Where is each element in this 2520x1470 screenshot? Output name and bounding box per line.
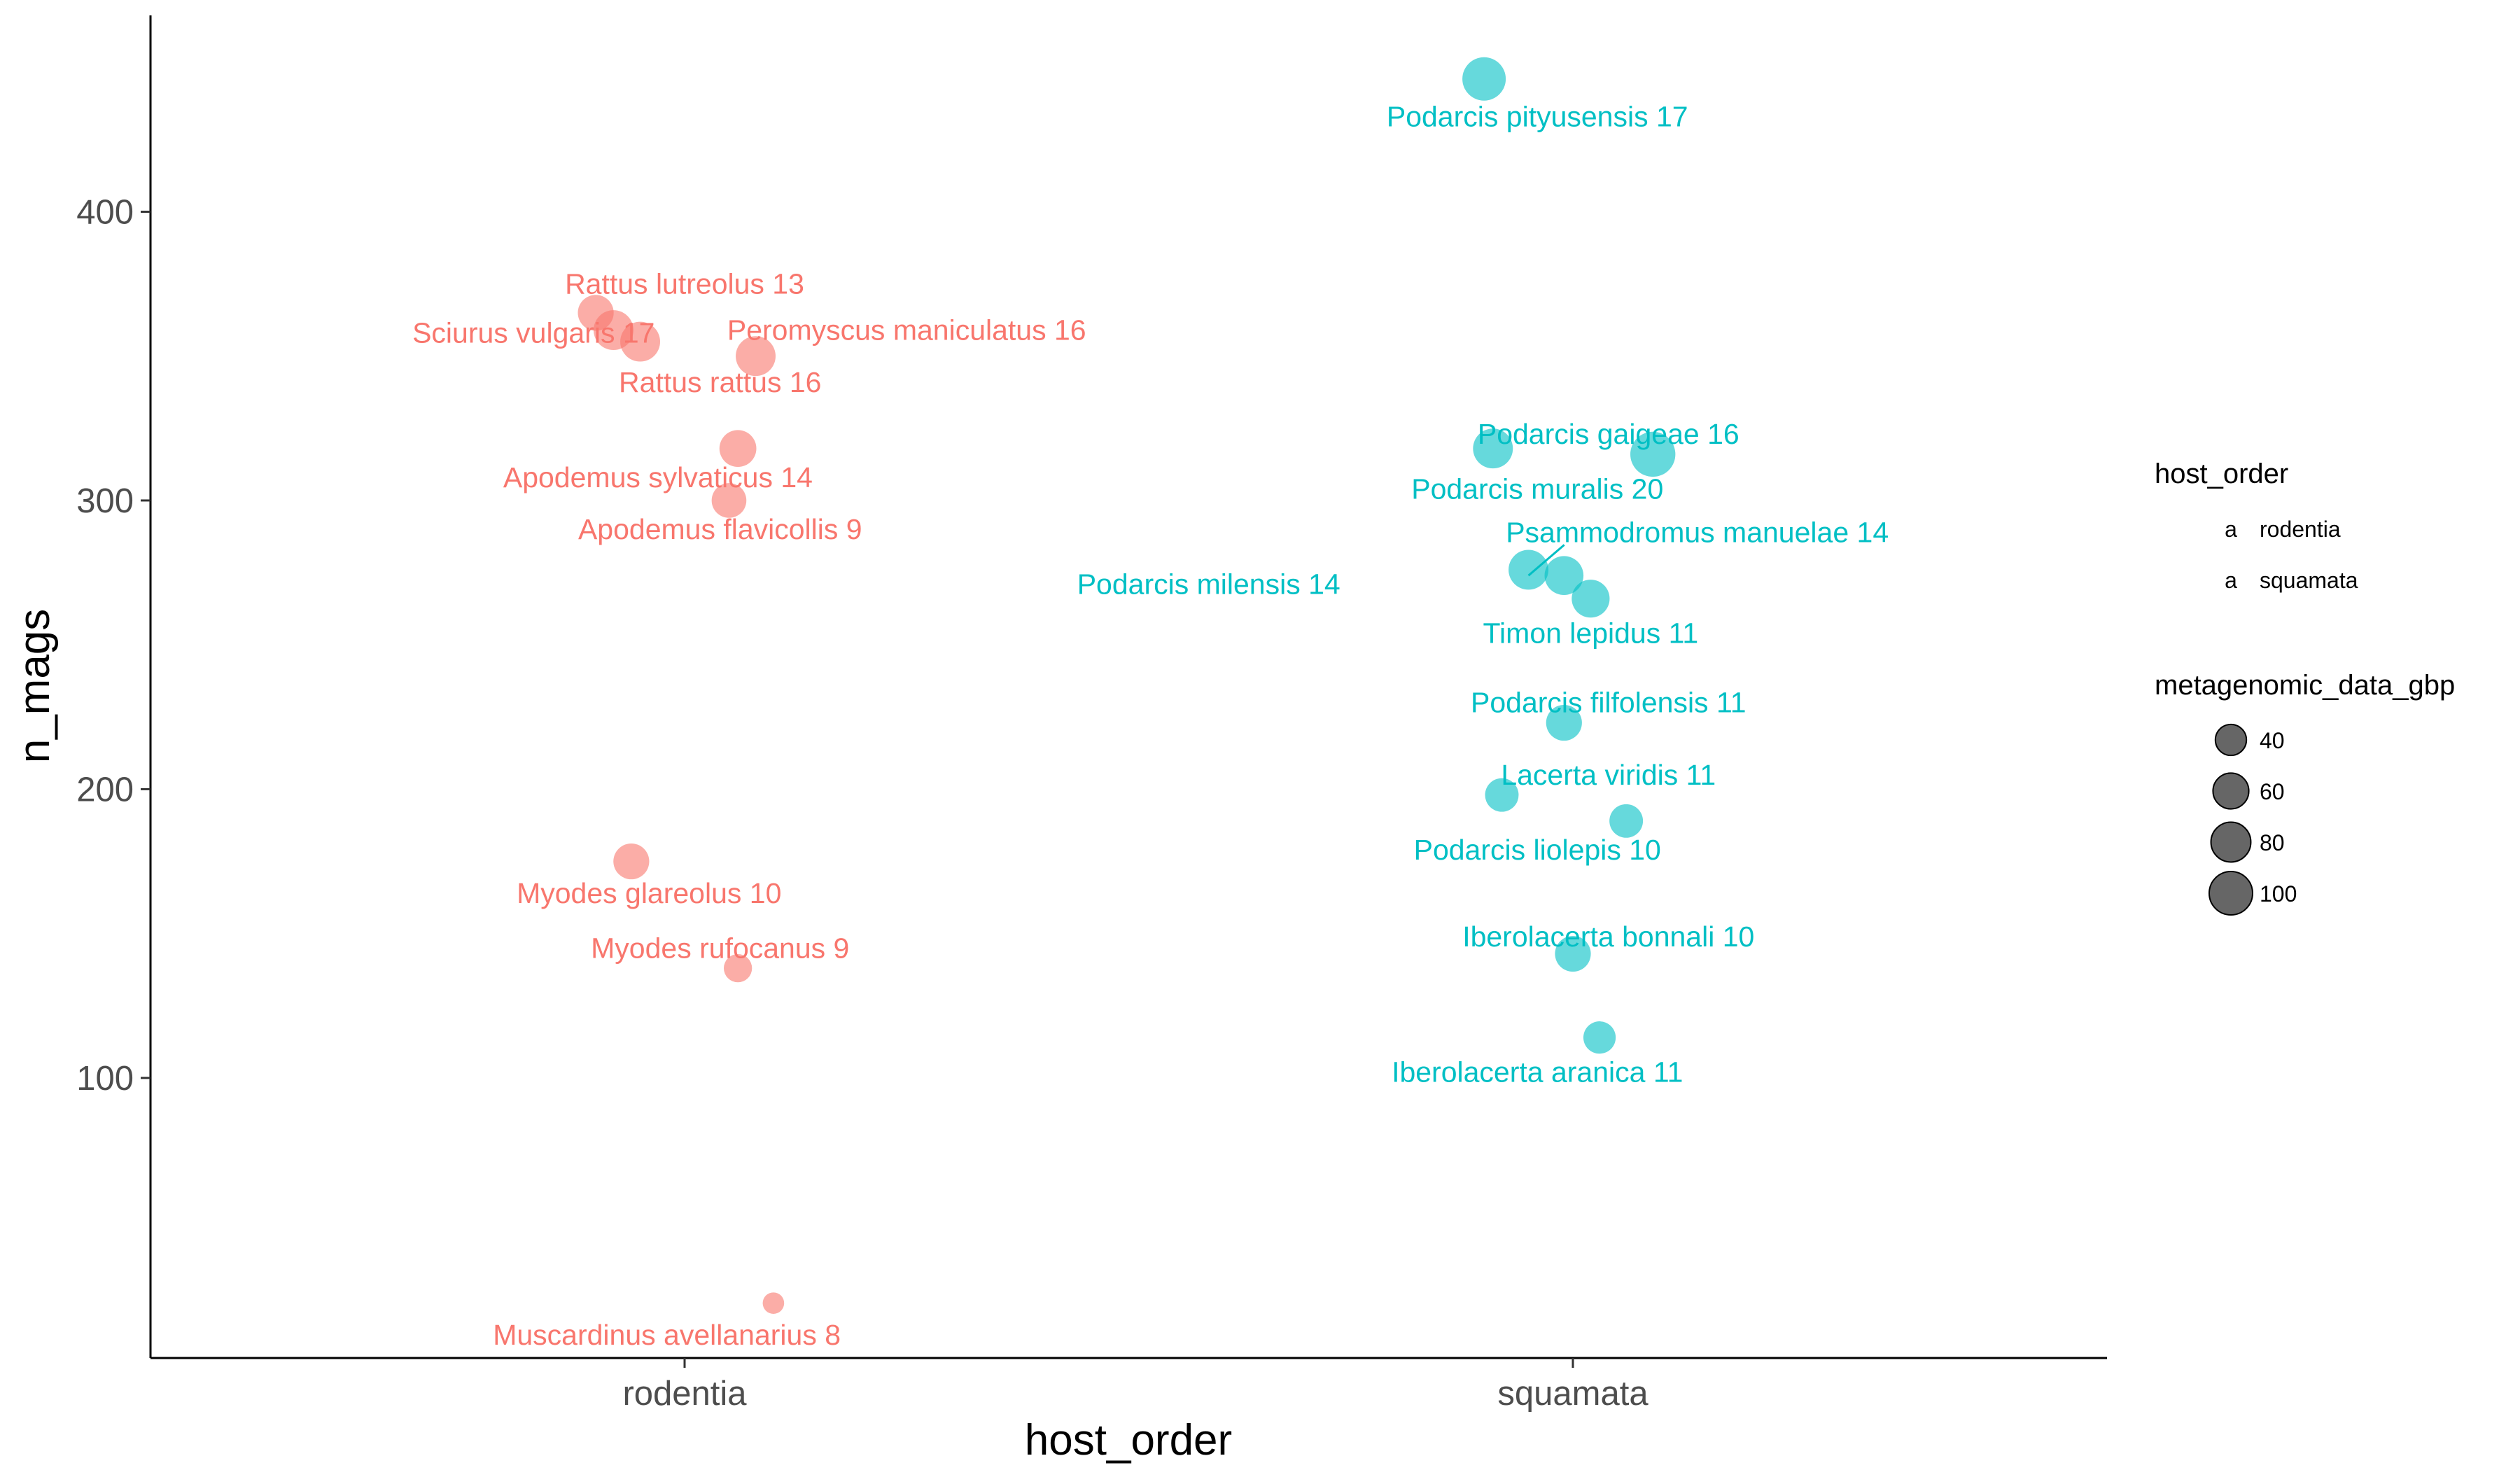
size-legend-key	[2210, 821, 2252, 863]
point-label: Muscardinus avellanarius 8	[493, 1319, 841, 1351]
label-connector	[1527, 544, 1565, 577]
data-point	[1609, 804, 1644, 838]
x-tick-label: rodentia	[622, 1375, 747, 1413]
color-legend-key: a	[2225, 517, 2237, 542]
y-axis-title: n_mags	[10, 609, 59, 764]
size-legend-label: 80	[2260, 830, 2285, 855]
size-legend-label: 100	[2260, 881, 2297, 906]
size-legend-title: metagenomic_data_gbp	[2155, 670, 2455, 701]
data-point	[1555, 935, 1591, 972]
data-point	[1583, 1021, 1616, 1054]
point-label: Sciurus vulgaris 17	[412, 317, 654, 349]
point-label: Rattus lutreolus 13	[565, 268, 804, 300]
data-point	[1630, 431, 1676, 477]
point-label: Timon lepidus 11	[1483, 617, 1699, 650]
size-legend-key	[2208, 871, 2253, 916]
size-legend-label: 60	[2260, 779, 2285, 804]
point-label: Iberolacerta bonnali 10	[1462, 920, 1754, 953]
data-point	[1546, 704, 1582, 741]
x-tick-label: squamata	[1497, 1375, 1648, 1413]
data-point	[736, 336, 776, 377]
point-label: Iberolacerta aranica 11	[1392, 1056, 1683, 1088]
axes	[149, 15, 2107, 1359]
y-tick-label: 400	[76, 193, 134, 231]
point-label: Podarcis gaigeae 16	[1478, 418, 1740, 450]
data-point	[711, 483, 747, 518]
data-point	[1462, 57, 1506, 101]
y-tick-label: 200	[76, 771, 134, 808]
point-label: Myodes glareolus 10	[517, 877, 781, 909]
color-legend-label: squamata	[2260, 568, 2358, 593]
point-label: Rattus rattus 16	[619, 366, 821, 398]
data-point	[1485, 778, 1519, 812]
size-legend-label: 40	[2260, 728, 2285, 753]
size-legend-key	[2214, 723, 2248, 757]
color-legend-key: a	[2225, 568, 2237, 593]
point-label: Psammodromus manuelae 14	[1506, 516, 1889, 548]
point-label: Apodemus flavicollis 9	[578, 513, 862, 545]
x-axis-title: host_order	[1025, 1416, 1232, 1464]
color-legend-title: host_order	[2155, 458, 2288, 489]
data-point	[719, 430, 757, 468]
point-label: Podarcis filfolensis 11	[1471, 687, 1746, 719]
color-legend-label: rodentia	[2260, 517, 2341, 542]
point-label: Podarcis pityusensis 17	[1387, 100, 1688, 132]
y-tick-label: 100	[76, 1060, 134, 1098]
y-ticks: 100 200 300 400	[76, 193, 150, 1098]
legend: host_order a rodentia a squamata metagenomi…	[2155, 458, 2455, 916]
point-label: Apodemus sylvaticus 14	[503, 461, 813, 493]
size-legend-entries: 40 60 80 100	[2208, 723, 2297, 916]
data-point	[613, 843, 650, 880]
data-point	[762, 1292, 785, 1314]
x-ticks: rodentia squamata	[622, 1358, 1648, 1413]
size-legend-key	[2212, 772, 2250, 810]
data-point	[1544, 556, 1584, 595]
color-legend-entries: a rodentia a squamata	[2225, 517, 2358, 593]
data-marks	[578, 57, 1676, 1314]
point-label: Podarcis liolepis 10	[1414, 834, 1661, 866]
data-point	[1508, 550, 1549, 590]
data-point	[1572, 580, 1610, 618]
point-labels: Rattus lutreolus 13 Sciurus vulgaris 17 Ra…	[412, 100, 1889, 1351]
point-label: Myodes rufocanus 9	[591, 932, 849, 964]
data-point	[723, 954, 752, 983]
y-tick-label: 300	[76, 482, 134, 520]
point-label: Peromyscus maniculatus 16	[727, 314, 1086, 346]
point-label: Lacerta viridis 11	[1501, 759, 1716, 791]
data-point	[1473, 428, 1513, 469]
data-point	[620, 321, 661, 362]
point-label: Podarcis muralis 20	[1411, 472, 1663, 505]
point-label: Podarcis milensis 14	[1077, 568, 1340, 601]
